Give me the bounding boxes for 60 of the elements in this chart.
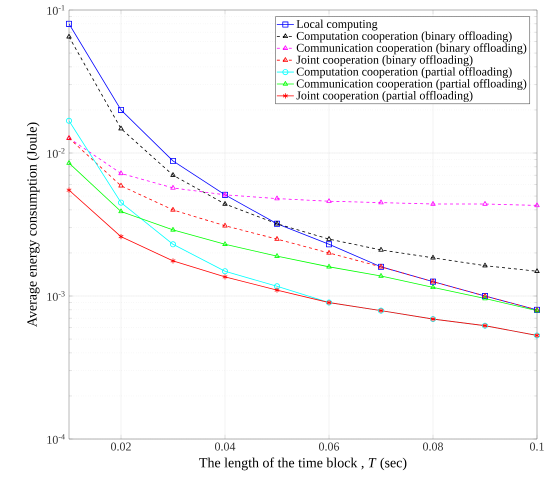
point (326, 236, 332, 241)
x-tick-label: 0.02 (110, 442, 131, 451)
legend-label: Joint cooperation (binary offloading) (296, 55, 472, 66)
point (326, 264, 332, 269)
point (482, 296, 488, 300)
point (170, 226, 176, 232)
point (222, 201, 228, 206)
x-tick-label: 0.06 (318, 442, 340, 451)
point (326, 198, 332, 203)
point (378, 273, 384, 278)
point (66, 20, 72, 27)
x-tick-label: 0.04 (214, 442, 236, 451)
point (66, 34, 72, 38)
point (274, 283, 280, 290)
point (274, 196, 280, 200)
point (118, 170, 124, 176)
legend-label: Communication cooperation (binary offloading) (296, 43, 526, 54)
point (222, 274, 228, 280)
y-tick-label: 10$^{-1}$ (47, 5, 64, 15)
point (170, 184, 176, 190)
x-tick-label: 0.08 (422, 442, 443, 451)
point (378, 246, 384, 252)
legend-label: Computation cooperation (partial offloading) (296, 67, 512, 78)
point (170, 241, 176, 248)
legend-label: Local computing (296, 20, 378, 30)
legend-label: Joint cooperation (partial offloading) (296, 90, 472, 102)
point (378, 200, 384, 204)
point (118, 182, 124, 188)
point (222, 241, 228, 246)
point (170, 172, 176, 177)
point (118, 200, 124, 206)
point (430, 254, 436, 260)
legend-label: Computation cooperation (binary offloading) (296, 31, 512, 42)
point (430, 201, 436, 206)
y-tick-label: 10$^{-3}$ (47, 291, 65, 301)
point (534, 268, 540, 273)
point (274, 253, 280, 258)
point (118, 208, 124, 214)
point (534, 202, 540, 208)
x-tick-label: 0.1 (530, 442, 544, 451)
point (118, 106, 124, 113)
point (274, 236, 280, 241)
point (326, 250, 332, 255)
point (482, 262, 488, 268)
point (170, 158, 176, 164)
point (170, 258, 176, 264)
point (274, 287, 280, 294)
point (118, 234, 124, 240)
point (170, 206, 176, 212)
y-tick-label: 10$^{-2}$ (47, 148, 65, 158)
legend-label: Communication cooperation (partial offloading) (296, 79, 526, 90)
point (118, 126, 124, 130)
y-axis-title: Average energy consumption (Joule) (26, 122, 40, 327)
point (222, 268, 228, 274)
x-axis-title: The length of the time block , T (sec) (199, 457, 406, 470)
y-tick-label: 10$^{-4}$ (47, 434, 65, 444)
point (326, 241, 332, 248)
point (430, 284, 436, 290)
point (482, 201, 488, 206)
point (222, 222, 228, 228)
